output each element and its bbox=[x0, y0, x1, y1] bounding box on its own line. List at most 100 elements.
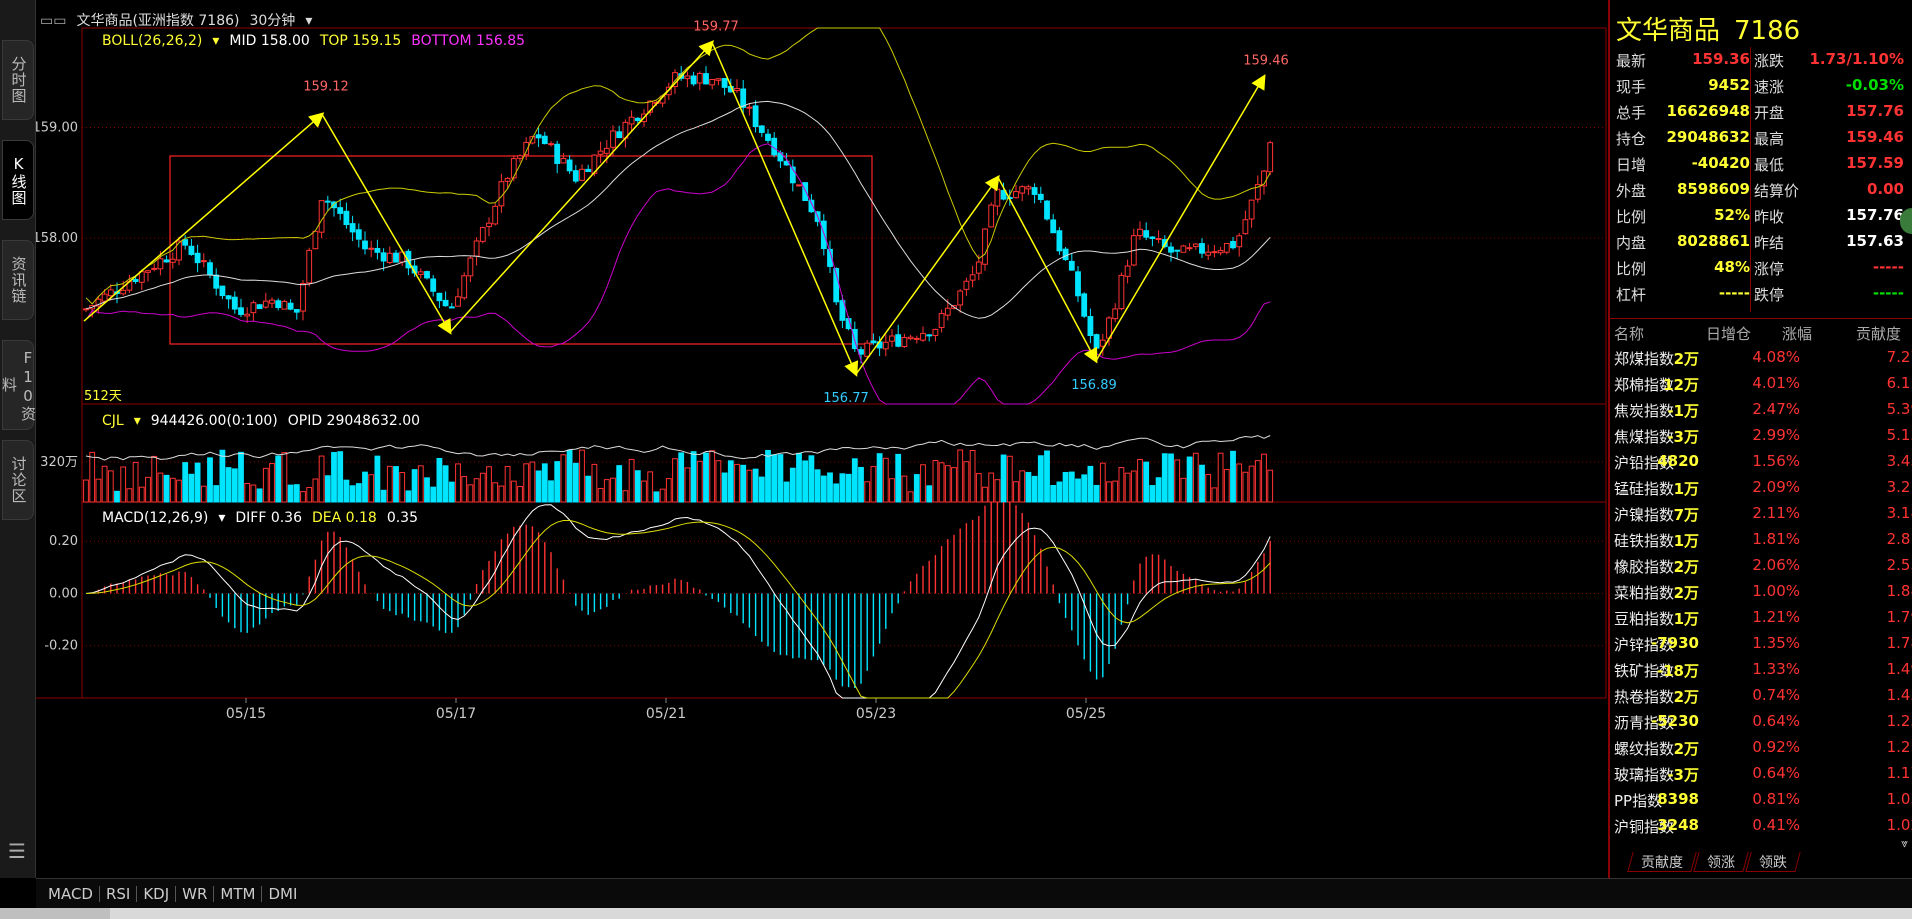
volume-bar bbox=[256, 488, 263, 503]
candle-body bbox=[1031, 187, 1038, 195]
candle-body bbox=[1217, 250, 1224, 254]
period-select[interactable]: 30分钟 ▾ bbox=[249, 13, 313, 29]
candle-body bbox=[318, 200, 325, 233]
tab-news[interactable]: 资讯链 bbox=[2, 240, 34, 320]
rank-row[interactable]: 玻璃指数-3万 0.64% 1.17 bbox=[1610, 760, 1912, 786]
macd-name[interactable]: MACD(12,26,9) ▾ bbox=[102, 510, 226, 526]
volume-bar bbox=[1155, 477, 1162, 503]
rank-col-contrib[interactable]: 贡献度 bbox=[1856, 325, 1902, 343]
quote-label: 结算价 bbox=[1754, 182, 1800, 200]
rank-name: 沪铜指数 bbox=[1614, 818, 1675, 836]
volume-bar bbox=[758, 476, 765, 503]
volume-bar bbox=[870, 466, 877, 503]
menu-icon[interactable]: ☰ bbox=[8, 839, 26, 863]
volume-bar bbox=[1118, 467, 1125, 503]
quote-label: 涨跌 bbox=[1754, 52, 1785, 70]
candle-body bbox=[870, 340, 877, 344]
candle-body bbox=[1099, 339, 1106, 347]
boll-name[interactable]: BOLL(26,26,2) ▾ bbox=[102, 33, 220, 49]
rank-name: 郑棉指数 bbox=[1614, 376, 1675, 394]
rank-col-chg[interactable]: 涨幅 bbox=[1782, 325, 1813, 343]
volume-bar bbox=[1025, 471, 1032, 503]
volume-bar bbox=[1087, 465, 1094, 503]
side-badge-icon[interactable] bbox=[1900, 208, 1912, 234]
tab-lead-up[interactable]: 领涨 bbox=[1693, 852, 1749, 872]
volume-bar bbox=[132, 461, 139, 503]
rank-chg: 1.56% bbox=[1752, 452, 1800, 470]
window-icon[interactable]: ▭▭ bbox=[40, 13, 67, 29]
volume-bar bbox=[783, 481, 790, 503]
candle-body bbox=[684, 75, 691, 80]
candle-body bbox=[734, 88, 740, 92]
volume-bar bbox=[634, 470, 641, 503]
scroll-down-icon[interactable]: ⩔ bbox=[1901, 836, 1908, 850]
rank-row[interactable]: 焦煤指数-3万 2.99% 5.13 bbox=[1610, 422, 1912, 448]
taskbar-block bbox=[0, 908, 110, 919]
cjl-name[interactable]: CJL ▾ bbox=[102, 413, 141, 429]
rank-row[interactable]: 沥青指数-5230 0.64% 1.25 bbox=[1610, 708, 1912, 734]
volume-bar bbox=[715, 460, 722, 503]
candle-body bbox=[287, 302, 294, 310]
rank-name: 锰硅指数 bbox=[1614, 480, 1675, 498]
volume-bar bbox=[455, 463, 461, 503]
rank-oi: -7930 bbox=[1651, 634, 1699, 652]
volume-bar bbox=[238, 451, 244, 503]
tab-kdj[interactable]: KDJ bbox=[137, 885, 177, 902]
tab-discuss[interactable]: 讨论区 bbox=[2, 440, 34, 520]
rank-oi: -5230 bbox=[1651, 712, 1699, 730]
tab-kline[interactable]: K线图 bbox=[2, 140, 34, 220]
candle-body bbox=[145, 270, 151, 273]
volume-bar bbox=[901, 475, 908, 503]
candle-body bbox=[988, 204, 995, 228]
candle-body bbox=[572, 170, 579, 182]
chart-area[interactable]: 159.00 158.00 320万 0.20 0.00 -0.20 05/15 05/17 0… bbox=[36, 0, 1608, 878]
rank-name: 热卷指数 bbox=[1614, 688, 1675, 706]
candle-body bbox=[331, 201, 337, 209]
rank-chg: 4.01% bbox=[1752, 374, 1800, 392]
high-label-3: 159.46 bbox=[1243, 54, 1289, 69]
candle-body bbox=[554, 143, 561, 164]
quote-value: -0.03% bbox=[1845, 76, 1904, 94]
candle-body bbox=[1013, 191, 1019, 199]
tab-rsi[interactable]: RSI bbox=[100, 885, 138, 902]
volume-bar bbox=[504, 465, 511, 503]
tab-f10[interactable]: F10资料 bbox=[0, 340, 37, 430]
tab-lead-down[interactable]: 领跌 bbox=[1745, 852, 1801, 872]
quote-value: 52% bbox=[1714, 206, 1750, 224]
rank-col-name[interactable]: 名称 bbox=[1614, 325, 1645, 343]
rank-col-oi[interactable]: 日增仓 bbox=[1706, 325, 1752, 343]
volume-bar bbox=[492, 482, 499, 503]
tab-wr[interactable]: WR bbox=[176, 885, 215, 902]
trend-arrow bbox=[711, 42, 859, 377]
cjl-header: CJL ▾ 944426.00(0:100) OPID 29048632.00 bbox=[102, 413, 430, 429]
kline-chart[interactable]: 159.00 158.00 320万 0.20 0.00 -0.20 05/15 05/17 0… bbox=[36, 0, 1608, 878]
volume-bar bbox=[399, 472, 406, 503]
volume-bar bbox=[114, 490, 120, 503]
candle-body bbox=[504, 177, 511, 182]
tab-contrib[interactable]: 贡献度 bbox=[1627, 852, 1697, 872]
rank-row[interactable]: 焦炭指数-1万 2.47% 5.39 bbox=[1610, 396, 1912, 422]
quote-label: 总手 bbox=[1616, 104, 1647, 122]
rank-row[interactable]: 铁矿指数-18万 1.33% 1.49 bbox=[1610, 656, 1912, 682]
tab-fenshi[interactable]: 分时图 bbox=[2, 40, 34, 120]
tab-mtm[interactable]: MTM bbox=[214, 885, 263, 902]
rank-row[interactable]: 沪锌指数-7930 1.35% 1.78 bbox=[1610, 630, 1912, 656]
volume-bar bbox=[200, 485, 207, 503]
tab-dmi[interactable]: DMI bbox=[268, 884, 298, 903]
volume-bar bbox=[1180, 477, 1187, 503]
tab-macd[interactable]: MACD bbox=[42, 885, 100, 902]
candle-body bbox=[1124, 265, 1131, 277]
